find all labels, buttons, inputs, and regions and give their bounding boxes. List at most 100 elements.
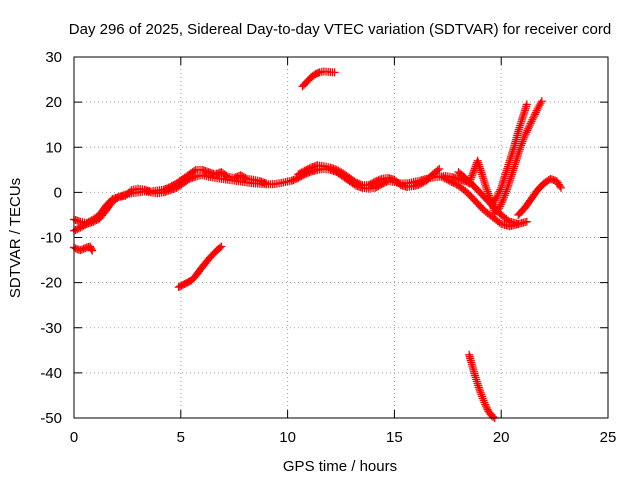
data-point xyxy=(527,117,536,126)
data-point xyxy=(495,218,504,227)
data-point xyxy=(502,187,511,196)
data-point xyxy=(445,177,454,186)
x-axis-label: GPS time / hours xyxy=(283,458,397,475)
data-point xyxy=(500,193,509,202)
series-arc-late-e xyxy=(514,174,566,219)
data-point xyxy=(262,179,271,188)
data-point xyxy=(519,135,528,144)
data-point xyxy=(532,106,541,115)
data-point xyxy=(495,187,504,196)
data-point xyxy=(520,131,529,140)
data-point xyxy=(444,176,453,185)
data-point xyxy=(555,182,564,191)
data-point xyxy=(524,122,533,131)
data-point xyxy=(496,200,505,209)
data-points xyxy=(70,67,566,422)
data-point xyxy=(518,137,527,146)
data-point xyxy=(126,187,135,196)
data-point xyxy=(522,128,531,137)
x-tick-label: 5 xyxy=(177,429,185,446)
x-tick-label: 25 xyxy=(600,429,617,446)
data-point xyxy=(530,112,539,121)
data-point xyxy=(491,194,500,203)
data-point xyxy=(492,192,501,201)
data-point xyxy=(495,204,504,213)
data-point xyxy=(330,68,339,77)
data-point xyxy=(493,191,502,200)
data-point xyxy=(217,242,226,251)
data-point xyxy=(465,177,474,186)
data-point xyxy=(190,166,199,175)
data-point xyxy=(529,113,538,122)
data-point xyxy=(485,193,494,202)
data-point xyxy=(241,173,250,182)
data-point xyxy=(437,172,446,181)
data-point xyxy=(442,175,451,184)
y-tick-label: -40 xyxy=(40,365,62,382)
data-point xyxy=(433,166,442,175)
series-arc-late-d xyxy=(488,100,531,208)
data-point xyxy=(526,119,535,128)
x-tick-label: 20 xyxy=(493,429,510,446)
data-point xyxy=(215,243,224,252)
data-point xyxy=(435,164,444,173)
series-arc-late-b xyxy=(437,172,531,231)
data-point xyxy=(522,100,531,109)
series-arc-late-c xyxy=(465,97,546,217)
data-point xyxy=(481,402,490,411)
x-tick-label: 0 xyxy=(70,429,78,446)
data-point xyxy=(468,169,477,178)
data-point xyxy=(485,191,494,200)
y-tick-label: -50 xyxy=(40,410,62,427)
data-point xyxy=(501,189,510,198)
data-point xyxy=(523,126,532,135)
data-point xyxy=(467,173,476,182)
data-point xyxy=(483,187,492,196)
y-tick-label: 0 xyxy=(54,184,62,201)
data-point xyxy=(440,174,449,183)
data-point xyxy=(481,400,490,409)
data-point xyxy=(494,189,503,198)
y-tick-label: 30 xyxy=(45,49,62,66)
series-arc-rise-5h xyxy=(174,242,226,292)
data-point xyxy=(497,198,506,207)
data-point xyxy=(524,124,533,133)
data-point xyxy=(498,196,507,205)
y-tick-label: -20 xyxy=(40,275,62,292)
x-tick-label: 10 xyxy=(279,429,296,446)
y-tick-label: -10 xyxy=(40,230,62,247)
data-point xyxy=(484,189,493,198)
data-point xyxy=(521,130,530,139)
chart-title: Day 296 of 2025, Sidereal Day-to-day VTE… xyxy=(69,21,611,38)
data-point xyxy=(87,245,96,254)
data-point xyxy=(482,185,491,194)
data-point xyxy=(375,175,384,184)
data-point xyxy=(88,246,97,255)
data-point xyxy=(451,179,460,188)
data-point xyxy=(525,121,534,130)
data-point xyxy=(469,168,478,177)
data-point xyxy=(466,175,475,184)
series-arc-main-early-b xyxy=(70,165,271,228)
data-point xyxy=(522,217,531,226)
data-point xyxy=(468,171,477,180)
data-point xyxy=(500,191,509,200)
series-arc-high-11h xyxy=(298,67,339,91)
data-point xyxy=(499,195,508,204)
data-point xyxy=(482,403,491,412)
axis-ticks: 0 5 10 15 20 25 30 20 10 0 -10 -20 -30 -40 -50 xyxy=(40,49,616,446)
y-axis-label: SDTVAR / TECUs xyxy=(7,178,24,298)
data-point xyxy=(496,185,505,194)
series-arc-main-late-b xyxy=(294,161,444,191)
data-point xyxy=(482,183,491,192)
data-point xyxy=(439,173,448,182)
data-point xyxy=(495,202,504,211)
data-point xyxy=(519,133,528,142)
y-tick-label: -30 xyxy=(40,320,62,337)
data-point xyxy=(517,139,526,148)
data-point xyxy=(530,110,539,119)
data-point xyxy=(531,108,540,117)
y-tick-label: 10 xyxy=(45,139,62,156)
data-point xyxy=(489,412,498,421)
